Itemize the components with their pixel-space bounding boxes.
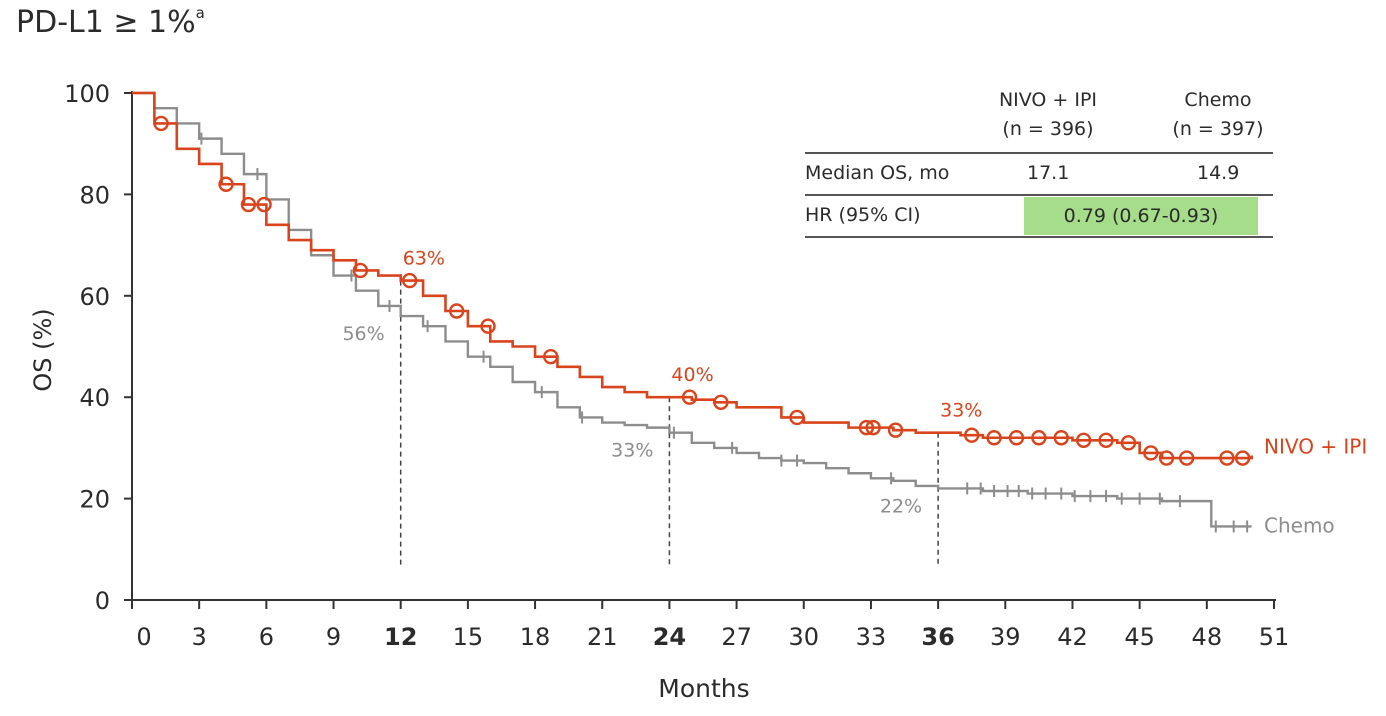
nivo-ipi-censor-mark <box>153 115 169 132</box>
nivo-ipi-censor-mark <box>1120 435 1137 451</box>
median-os-arm1: 17.1 <box>1027 162 1070 184</box>
x-tick-label: 30 <box>788 623 819 651</box>
nivo-ipi-censor-mark <box>352 262 369 279</box>
nivo-ipi-censor-mark <box>986 430 1002 446</box>
arm2-n: (n = 397) <box>1172 118 1264 140</box>
x-tick-label: 36 <box>921 623 954 651</box>
nivo-ipi-censor-mark <box>1143 445 1159 461</box>
nivo-ipi-censor-mark <box>543 348 559 365</box>
x-tick-label: 42 <box>1057 623 1088 651</box>
hr-row: HR (95% CI) 0.79 (0.67-0.93) <box>805 196 1273 236</box>
median-os-row: Median OS, mo 17.1 14.9 <box>805 154 1273 194</box>
nivo-ipi-censor-mark <box>1234 450 1251 466</box>
x-tick-label: 12 <box>384 623 417 651</box>
y-tick-label: 40 <box>79 384 110 412</box>
nivo-ipi-landmark-label: 63% <box>403 248 445 270</box>
x-tick-label: 39 <box>990 623 1021 651</box>
x-tick-label: 27 <box>721 623 752 651</box>
y-tick-label: 80 <box>79 181 110 209</box>
x-tick-label: 18 <box>520 623 551 651</box>
x-tick-label: 24 <box>653 623 686 651</box>
nivo-ipi-censor-mark <box>858 419 875 436</box>
nivo-ipi-censor-mark <box>256 196 272 213</box>
x-tick-label: 6 <box>259 623 274 651</box>
nivo-ipi-censor-mark <box>1075 432 1092 448</box>
x-tick-label: 21 <box>587 623 618 651</box>
arm1-n: (n = 396) <box>1002 118 1094 140</box>
nivo-ipi-censor-mark <box>789 409 805 426</box>
chemo-landmark-label: 56% <box>342 323 384 345</box>
x-tick-label: 0 <box>136 623 151 651</box>
nivo-ipi-censor-mark <box>1053 430 1069 446</box>
x-tick-label: 9 <box>326 623 341 651</box>
x-tick-label: 51 <box>1259 623 1290 651</box>
x-tick-label: 45 <box>1124 623 1155 651</box>
table-rule-top <box>805 152 1273 154</box>
nivo-ipi-censor-mark <box>480 318 496 334</box>
stats-table: NIVO + IPI (n = 396) Chemo (n = 397) Med… <box>805 86 1273 238</box>
x-tick-label: 3 <box>192 623 207 651</box>
y-tick-label: 0 <box>95 587 110 615</box>
chart-heading: PD-L1 ≥ 1%a <box>16 4 205 40</box>
nivo-ipi-landmark-label: 40% <box>671 364 713 386</box>
median-os-label: Median OS, mo <box>805 162 950 184</box>
nivo-ipi-censor-mark <box>1098 432 1114 448</box>
nivo-ipi-censor-mark <box>1219 450 1235 466</box>
nivo-ipi-censor-mark <box>1158 450 1175 466</box>
x-tick-label: 33 <box>856 623 887 651</box>
x-tick-label: 15 <box>453 623 484 651</box>
nivo-ipi-censor-mark <box>964 427 980 443</box>
hr-value: 0.79 (0.67-0.93) <box>1024 197 1258 235</box>
chemo-landmark-label: 33% <box>611 440 653 462</box>
arm2-name: Chemo <box>1184 89 1252 111</box>
nivo-ipi-censor-mark <box>1031 430 1047 446</box>
heading-footnote-marker: a <box>195 4 205 22</box>
nivo-ipi-censor-mark <box>218 176 234 192</box>
nivo-ipi-censor-mark <box>401 272 418 289</box>
arm1-name: NIVO + IPI <box>998 89 1098 111</box>
nivo-ipi-censor-mark <box>1008 430 1025 446</box>
chemo-series-label: Chemo <box>1264 513 1335 537</box>
nivo-ipi-landmark-label: 33% <box>940 400 982 422</box>
nivo-ipi-censor-mark <box>865 419 881 436</box>
hr-label: HR (95% CI) <box>805 204 921 226</box>
y-tick-label: 20 <box>79 486 110 514</box>
table-rule-mid <box>805 194 1273 196</box>
nivo-ipi-censor-mark <box>448 303 465 319</box>
median-os-arm2: 14.9 <box>1197 162 1240 184</box>
y-tick-label: 100 <box>64 80 110 108</box>
arm2-header: Chemo (n = 397) <box>1143 86 1293 144</box>
y-axis-title: OS (%) <box>29 308 57 391</box>
nivo-ipi-censor-mark <box>1178 450 1195 466</box>
nivo-ipi-censor-mark <box>887 422 904 438</box>
table-rule-bottom <box>805 236 1273 238</box>
x-axis-title: Months <box>658 674 749 703</box>
y-tick-label: 60 <box>79 283 110 311</box>
nivo-ipi-censor-mark <box>713 394 729 410</box>
chemo-landmark-label: 22% <box>880 495 922 517</box>
chemo-curve <box>132 91 1252 528</box>
x-tick-label: 48 <box>1192 623 1223 651</box>
heading-text: PD-L1 ≥ 1% <box>16 5 196 40</box>
nivo-ipi-series-label: NIVO + IPI <box>1264 435 1367 459</box>
stats-header: NIVO + IPI (n = 396) Chemo (n = 397) <box>805 86 1273 152</box>
nivo-ipi-censor-mark <box>240 196 257 213</box>
arm1-header: NIVO + IPI (n = 396) <box>973 86 1123 144</box>
nivo-ipi-censor-mark <box>681 389 698 405</box>
